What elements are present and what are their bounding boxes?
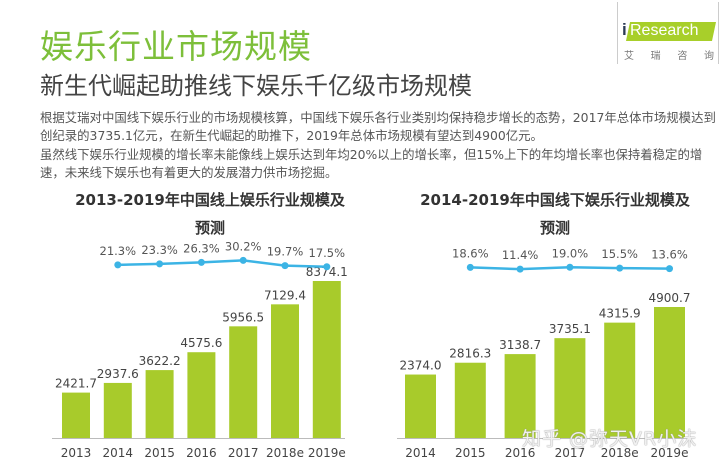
bar [271,304,299,438]
bar-value-label: 3622.2 [139,354,181,368]
x-tick-label: 2018e [266,446,304,460]
growth-line [117,259,327,268]
page-subtitle: 新生代崛起助推线下娱乐千亿级市场规模 [40,72,472,100]
growth-label: 21.3% [100,244,137,258]
bar [145,370,174,438]
bar-value-label: 2937.6 [97,367,139,381]
x-tick-label: 2016 [505,446,536,460]
chart-title-online: 2013-2019年中国线上娱乐行业规模及 预测 [60,186,360,242]
growth-point [197,258,205,266]
bar-value-label: 7129.4 [264,288,306,302]
bar-value-label: 2816.3 [449,347,491,361]
bar-value-label: 4900.7 [649,291,691,305]
paragraph-growth-rate: 虽然线下娱乐行业规模的增长率未能像线上娱乐达到年均20%以上的增长率，但15%上… [40,147,703,180]
growth-point [616,264,624,272]
growth-label: 26.3% [183,241,220,255]
bar-value-label: 3735.1 [549,322,591,336]
bar-value-label: 5956.5 [222,310,264,324]
growth-point [666,265,673,273]
x-tick-label: 2018e [601,446,639,460]
logo-cn-char: 艾 [624,51,634,62]
growth-point [239,256,247,264]
bar [654,307,685,438]
growth-label: 19.7% [267,245,304,259]
growth-point [281,262,289,270]
growth-point [156,260,164,268]
growth-point [466,263,474,271]
x-tick-label: 2017 [228,446,259,460]
x-tick-label: 2019e [308,446,346,460]
paragraph-market-size: 根据艾瑞对中国线下娱乐行业的市场规模核算，中国线下娱乐各行业类别均保持稳步增长的… [40,110,716,143]
growth-point [516,265,524,273]
growth-point [323,263,331,271]
chart-title-line2: 预测 [539,219,570,237]
chart-title-line2: 预测 [194,219,225,237]
bar [62,392,90,438]
bar-value-label: 4315.9 [599,307,641,321]
bar-value-label: 3138.7 [499,338,541,352]
growth-point [566,263,574,271]
x-tick-label: 2014 [405,446,436,460]
growth-label: 30.2% [225,239,262,253]
growth-label: 19.0% [552,246,589,260]
bar-value-label: 2421.7 [55,377,97,391]
bar [454,362,486,438]
logo-cn-char: 咨 [677,51,688,62]
x-tick-label: 2015 [455,446,486,460]
x-tick-label: 2017 [555,446,586,460]
chart-title-offline: 2014-2019年中国线下娱乐行业规模及 预测 [405,186,705,242]
bar [504,354,536,438]
growth-label: 13.6% [651,248,688,262]
watermark: 知乎 @弥天VR小沫 [522,428,698,450]
growth-label: 17.5% [309,246,346,260]
x-tick-label: 2014 [103,446,134,460]
iresearch-logo: i Research 艾 瑞 咨 询 [617,2,719,64]
x-tick-label: 2013 [61,446,92,460]
growth-label: 23.3% [141,243,178,257]
growth-label: 11.4% [502,248,539,262]
bar-value-label: 2374.0 [400,359,442,373]
bar-value-label: 4575.6 [180,336,222,350]
logo-cn-char: 瑞 [650,51,661,62]
logo-cn-char: 询 [703,51,714,62]
x-tick-label: 2015 [144,446,175,460]
logo-brand-text: Research [630,22,699,39]
x-tick-label: 2019e [651,446,689,460]
chart-title-line1: 2014-2019年中国线下娱乐行业规模及 [420,191,690,209]
chart-title-line1: 2013-2019年中国线上娱乐行业规模及 [75,191,345,209]
bar [554,338,586,438]
x-tick-label: 2016 [186,446,217,460]
bar [187,352,216,438]
bar [229,326,258,438]
bar [103,382,132,438]
page-title: 娱乐行业市场规模 [40,27,312,66]
growth-label: 18.6% [452,246,489,260]
growth-label: 15.5% [601,247,638,261]
bar-value-label: 8374.1 [306,265,348,279]
bar [405,374,436,438]
bar [604,322,636,438]
bar [312,281,341,438]
logo-i: i [622,20,627,39]
growth-point [114,261,122,269]
